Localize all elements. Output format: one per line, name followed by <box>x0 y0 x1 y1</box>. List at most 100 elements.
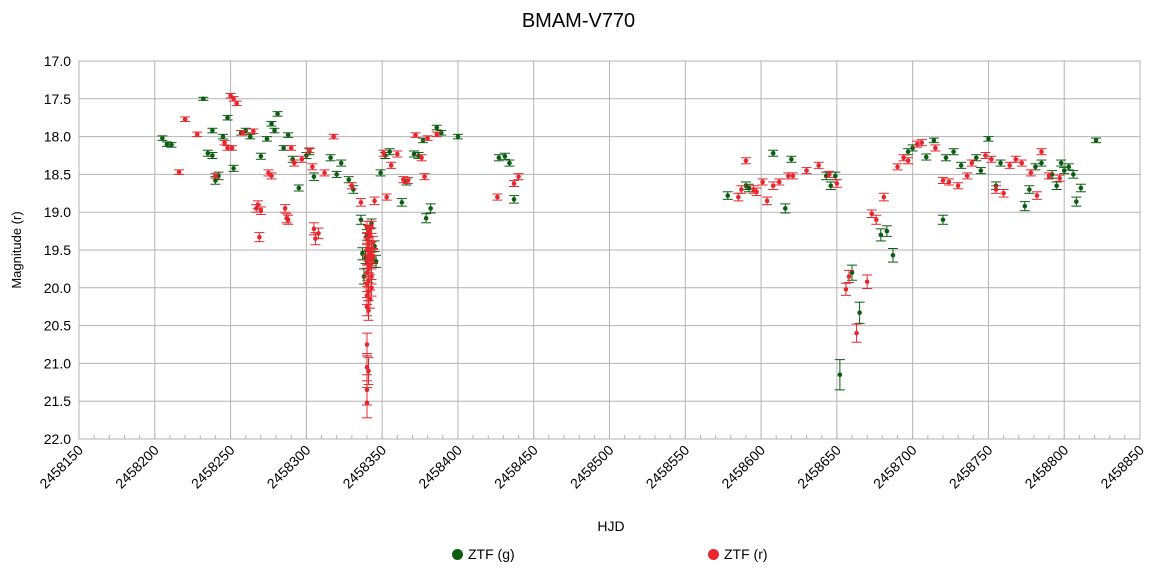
x-tick-label: 2458150 <box>36 442 86 492</box>
data-point <box>743 158 749 164</box>
data-point <box>334 172 339 177</box>
data-point <box>247 134 253 139</box>
legend: ZTF (g) ZTF (r) <box>0 546 1157 568</box>
data-point <box>160 135 165 141</box>
data-point <box>438 130 444 136</box>
data-point <box>1039 149 1044 155</box>
data-point <box>388 163 394 168</box>
data-point <box>405 178 411 183</box>
data-point <box>1034 193 1040 198</box>
data-point <box>964 173 970 179</box>
data-point <box>993 187 999 192</box>
data-point <box>746 185 752 191</box>
data-point <box>240 130 245 136</box>
data-point <box>399 200 405 205</box>
data-point <box>998 160 1003 166</box>
grid-lines <box>78 60 1141 440</box>
data-point <box>1007 163 1012 168</box>
data-point <box>275 111 280 117</box>
data-point <box>422 174 427 179</box>
data-point <box>288 145 294 151</box>
data-point <box>419 155 424 161</box>
data-point <box>316 231 321 236</box>
data-point <box>258 208 264 213</box>
data-point <box>983 153 988 158</box>
data-point <box>1061 168 1067 173</box>
data-point <box>511 197 517 202</box>
data-point <box>200 96 206 102</box>
data-point <box>310 164 315 170</box>
data-point <box>220 134 226 139</box>
data-point <box>311 174 317 179</box>
data-point <box>366 277 371 283</box>
data-point <box>285 132 291 138</box>
data-point <box>307 147 312 153</box>
data-point <box>943 155 949 161</box>
data-point <box>299 156 305 162</box>
data-point <box>826 172 832 177</box>
data-point <box>1013 156 1019 162</box>
data-point <box>890 252 896 258</box>
data-point <box>322 170 327 176</box>
data-point <box>425 135 430 141</box>
data-point <box>881 194 887 200</box>
x-tick-label: 2458300 <box>264 442 314 492</box>
data-point <box>369 225 374 230</box>
data-point <box>1022 203 1028 209</box>
legend-label-g: ZTF (g) <box>468 546 515 562</box>
data-point <box>423 215 429 221</box>
data-point <box>1027 187 1032 192</box>
legend-swatch-g-icon <box>452 548 463 560</box>
data-point <box>194 132 200 137</box>
data-point <box>346 177 352 182</box>
data-point <box>1019 160 1025 166</box>
data-point <box>251 129 256 134</box>
data-point <box>816 163 821 168</box>
data-point <box>328 155 333 161</box>
data-point <box>864 279 870 285</box>
data-point <box>516 174 521 179</box>
x-tick-label: 2458500 <box>567 442 617 492</box>
data-point <box>281 145 286 151</box>
data-point <box>764 198 770 204</box>
series-r <box>174 93 1065 419</box>
data-point <box>1071 172 1076 177</box>
plot-frame <box>78 60 1141 440</box>
data-point <box>969 160 975 166</box>
data-point <box>837 372 843 378</box>
data-point <box>951 149 956 155</box>
data-point <box>1093 138 1099 143</box>
data-point <box>849 270 855 275</box>
y-tick-label: 17.5 <box>44 91 71 107</box>
data-point <box>205 150 211 156</box>
data-point <box>231 96 236 102</box>
data-point <box>931 138 937 143</box>
data-point <box>946 179 952 185</box>
data-point <box>873 217 879 223</box>
data-point <box>804 168 809 173</box>
data-point <box>1057 175 1062 181</box>
y-tick-label: 19.5 <box>44 242 71 258</box>
data-point <box>783 206 788 211</box>
data-point <box>434 125 440 130</box>
data-point <box>834 181 840 186</box>
data-point <box>502 153 508 159</box>
data-point <box>895 164 900 170</box>
data-point <box>338 160 344 166</box>
data-point <box>234 101 239 106</box>
x-tick-label: 2458600 <box>718 442 768 492</box>
data-point <box>986 136 991 142</box>
data-point <box>978 168 984 173</box>
data-point <box>370 240 376 245</box>
data-point <box>455 134 461 139</box>
x-tick-label: 2458250 <box>188 442 238 492</box>
y-tick-label: 22.0 <box>44 431 71 447</box>
y-tick-label: 21.5 <box>44 393 71 409</box>
y-tick-label: 17.0 <box>44 53 71 69</box>
data-point <box>854 330 859 336</box>
data-point <box>182 116 188 122</box>
data-point <box>358 200 364 205</box>
data-point <box>1074 199 1079 204</box>
data-point <box>264 136 270 142</box>
